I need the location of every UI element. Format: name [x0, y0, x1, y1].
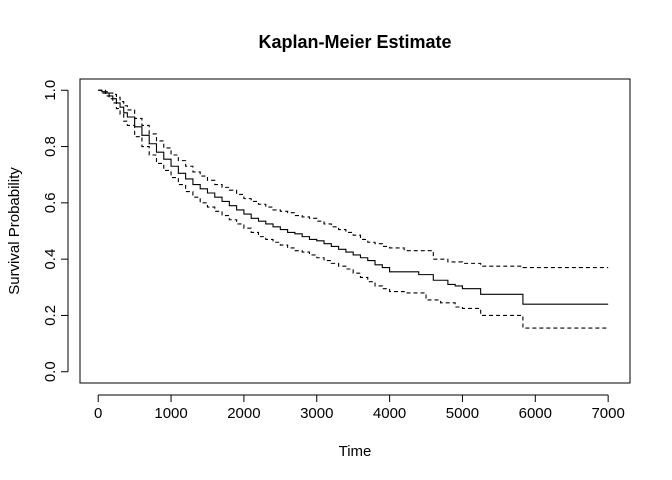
y-tick-label: 0.8	[42, 136, 59, 157]
chart-title: Kaplan-Meier Estimate	[258, 32, 451, 52]
y-tick-label: 0.2	[42, 305, 59, 326]
y-tick-label: 0.0	[42, 361, 59, 382]
x-tick-label: 3000	[300, 405, 333, 422]
x-tick-label: 6000	[519, 405, 552, 422]
x-axis: 0 1000 2000 3000 4000 5000 6000 7000	[94, 394, 625, 422]
x-tick-label: 0	[94, 405, 102, 422]
plot-frame	[79, 78, 631, 384]
y-tick-label: 1.0	[42, 80, 59, 101]
x-tick-label: 5000	[446, 405, 479, 422]
km-upper-confidence-bound-line	[98, 89, 609, 269]
series-group	[98, 89, 609, 329]
y-axis-label: Survival Probability	[6, 167, 23, 295]
x-tick-label: 4000	[373, 405, 406, 422]
x-tick-label: 2000	[227, 405, 260, 422]
km-estimate-line	[98, 89, 609, 305]
x-axis-label: Time	[339, 443, 372, 460]
y-tick-label: 0.6	[42, 192, 59, 213]
y-axis: 0.0 0.2 0.4 0.6 0.8 1.0	[42, 80, 69, 382]
y-tick-label: 0.4	[42, 249, 59, 270]
x-tick-label: 7000	[591, 405, 624, 422]
x-tick-label: 1000	[154, 405, 187, 422]
